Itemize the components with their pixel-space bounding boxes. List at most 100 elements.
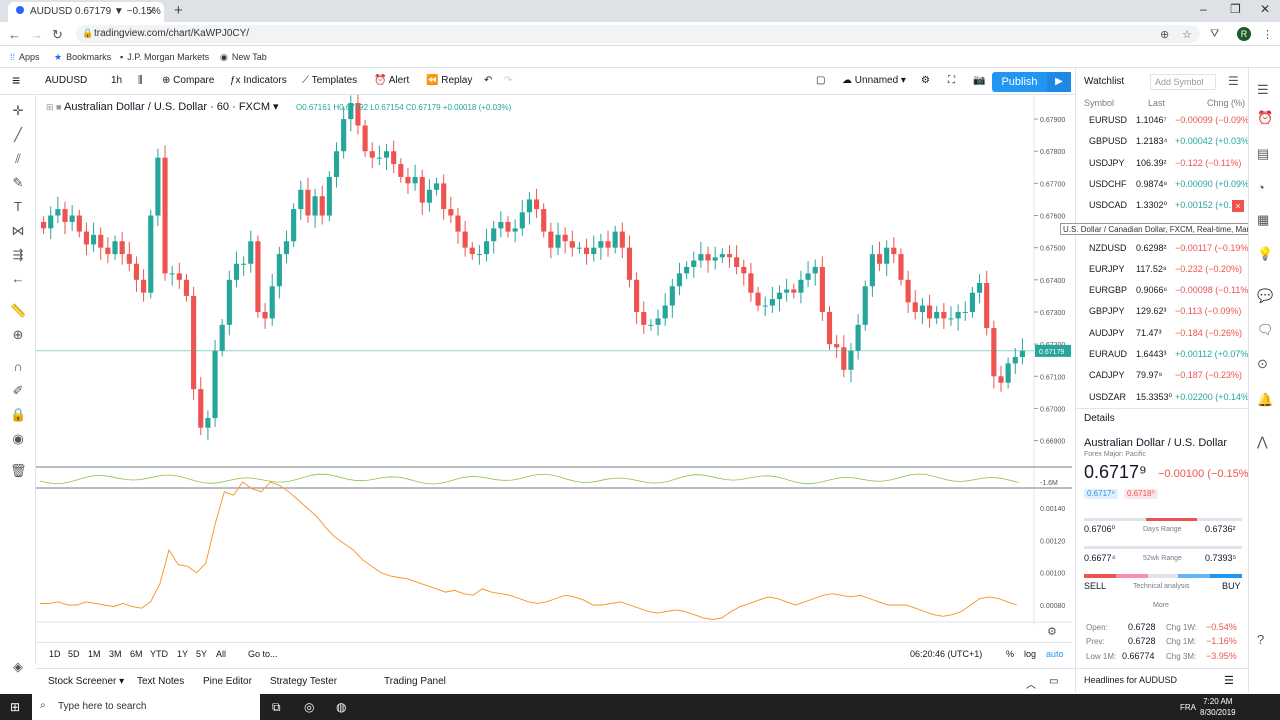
watchlist-row[interactable]: CADJPY 79.97⁹ −0.187 (−0.23%) bbox=[1076, 365, 1246, 386]
order-panel-icon[interactable]: ⋀ bbox=[1257, 434, 1268, 449]
watchlist-icon[interactable]: ☰ bbox=[1257, 82, 1269, 97]
more-button[interactable]: More bbox=[1153, 602, 1169, 609]
publish-button[interactable]: Publish bbox=[992, 72, 1047, 92]
watchlist-row[interactable]: GBPUSD 1.2183⁴ +0.00042 (+0.03%) bbox=[1076, 131, 1252, 152]
chats-icon[interactable]: 💬 bbox=[1257, 288, 1274, 303]
lock-drawings-icon[interactable]: 🔒 bbox=[10, 407, 27, 422]
technical-analysis-label[interactable]: Technical analysis bbox=[1133, 583, 1190, 590]
hamburger-menu-icon[interactable]: ≡ bbox=[12, 72, 21, 88]
add-symbol-input[interactable]: Add Symbol bbox=[1150, 74, 1216, 90]
layout-select[interactable]: ☁ Unnamed ▾ bbox=[842, 75, 906, 86]
calendar-icon[interactable]: ▦ bbox=[1257, 212, 1270, 227]
tf-5y[interactable]: 5Y bbox=[196, 649, 208, 659]
camera-snapshot-icon[interactable]: 📷 bbox=[973, 75, 986, 86]
tab-trading-panel[interactable]: Trading Panel bbox=[384, 676, 446, 687]
log-toggle[interactable]: log bbox=[1024, 649, 1037, 659]
fullscreen-icon[interactable]: ⛶ bbox=[948, 75, 955, 86]
layers-icon[interactable]: ◈ bbox=[13, 659, 23, 674]
watchlist-row[interactable]: USDJPY 106.39² −0.122 (−0.11%) bbox=[1076, 153, 1246, 174]
watchlist-row[interactable]: AUDJPY 71.47³ −0.184 (−0.26%) bbox=[1076, 323, 1246, 344]
auto-toggle[interactable]: auto bbox=[1046, 649, 1064, 659]
taskbar-search[interactable]: ⌕ Type here to search bbox=[32, 694, 260, 720]
headlines-bar[interactable]: Headlines for AUDUSD ☰ bbox=[1076, 668, 1248, 692]
reload-icon[interactable]: ↻ bbox=[52, 27, 63, 42]
notifications-bell-icon[interactable]: 🔔 bbox=[1257, 392, 1274, 407]
watchlist-row[interactable]: GBPJPY 129.62³ −0.113 (−0.09%) bbox=[1076, 301, 1246, 322]
undo-icon[interactable]: ↶ bbox=[484, 75, 493, 86]
col-last[interactable]: Last bbox=[1148, 98, 1166, 108]
indicators-button[interactable]: ƒx Indicators bbox=[230, 75, 287, 86]
forward-icon[interactable]: → bbox=[30, 27, 43, 42]
headlines-menu-icon[interactable]: ☰ bbox=[1224, 675, 1234, 687]
watchlist-row[interactable]: EURUSD 1.1046⁷ −0.00099 (−0.09%) bbox=[1076, 110, 1252, 131]
trendline-icon[interactable]: ╱ bbox=[14, 127, 22, 142]
lock-icon[interactable]: 🔒 bbox=[82, 28, 94, 38]
clock-time[interactable]: 06:20:46 (UTC+1) bbox=[910, 649, 983, 659]
chart-type-icon[interactable]: ⫼ bbox=[138, 75, 143, 86]
interval-select[interactable]: 1h bbox=[111, 75, 123, 86]
tf-all[interactable]: All bbox=[216, 649, 227, 659]
compare-button[interactable]: ⊕ Compare bbox=[162, 75, 215, 86]
collapse-panel-icon[interactable]: ︿ bbox=[1026, 680, 1036, 691]
chart-settings-icon[interactable]: ⚙ bbox=[1047, 626, 1057, 638]
close-window-icon[interactable]: ✕ bbox=[1260, 2, 1271, 16]
minimize-icon[interactable]: – bbox=[1200, 2, 1207, 16]
tf-1d[interactable]: 1D bbox=[49, 649, 61, 659]
crosshair-icon[interactable]: ✛ bbox=[12, 103, 24, 118]
browser-tab[interactable]: AUDUSD 0.67179 ▼ −0.15% Unnamed bbox=[8, 2, 164, 22]
watchlist-menu-icon[interactable]: ☰ bbox=[1228, 74, 1239, 88]
watchlist-row[interactable]: USDCAD 1.3302⁰ +0.00152 (+0.1 bbox=[1076, 195, 1246, 216]
watchlist-row[interactable]: EURAUD 1.6443³ +0.00112 (+0.07%) bbox=[1076, 344, 1251, 365]
symbol-search[interactable]: AUDUSD bbox=[45, 75, 88, 86]
taskbar-clock[interactable]: 7:20 AM 8/30/2019 bbox=[1200, 697, 1236, 717]
watchlist-row[interactable]: USDCHF 0.9874⁸ +0.00090 (+0.09%) bbox=[1076, 174, 1252, 195]
chrome-icon[interactable]: ◎ bbox=[304, 700, 315, 714]
tab-stock-screener[interactable]: Stock Screener ▾ bbox=[48, 676, 125, 687]
redo-icon[interactable]: ↷ bbox=[504, 75, 513, 86]
brush-icon[interactable]: ✎ bbox=[12, 175, 24, 190]
pencil-lock-icon[interactable]: ✐ bbox=[12, 383, 24, 398]
percent-toggle[interactable]: % bbox=[1006, 649, 1015, 659]
language-indicator[interactable]: FRA bbox=[1180, 703, 1196, 712]
streams-icon[interactable]: ⊙ bbox=[1257, 356, 1268, 371]
tab-strategy-tester[interactable]: Strategy Tester bbox=[270, 676, 338, 687]
bookmark-bookmarks[interactable]: ★ Bookmarks bbox=[54, 52, 112, 62]
col-symbol[interactable]: Symbol bbox=[1084, 98, 1115, 108]
hotlist-icon[interactable]: ◔ bbox=[1257, 180, 1265, 195]
fullscreen-select-icon[interactable]: ▢ bbox=[816, 75, 826, 86]
alert-button[interactable]: ⏰ Alert bbox=[374, 75, 410, 86]
tf-6m[interactable]: 6M bbox=[130, 649, 143, 659]
collapse-legend-icon[interactable]: ⊞ ■ bbox=[46, 102, 64, 112]
extension-icon[interactable]: ⛛ bbox=[1210, 28, 1220, 40]
text-tool-icon[interactable]: T bbox=[14, 199, 22, 214]
back-icon[interactable]: ← bbox=[8, 27, 21, 42]
publish-play-icon[interactable]: ▶ bbox=[1047, 72, 1071, 92]
templates-button[interactable]: ⟋ Templates bbox=[302, 75, 358, 86]
watchlist-row[interactable]: EURJPY 117.52⁸ −0.232 (−0.20%) bbox=[1076, 259, 1246, 280]
back-arrow-icon[interactable]: ← bbox=[11, 271, 25, 286]
details-header[interactable]: Details bbox=[1084, 413, 1115, 424]
goto-button[interactable]: Go to... bbox=[248, 649, 278, 659]
watchlist-row[interactable]: USDZAR 15.3353⁰ +0.02200 (+0.14%) bbox=[1076, 387, 1252, 408]
prediction-icon[interactable]: ⇶ bbox=[12, 247, 24, 262]
browser-menu-icon[interactable]: ⋮ bbox=[1262, 29, 1273, 41]
zoom-icon[interactable]: ⊕ bbox=[12, 327, 24, 342]
tab-text-notes[interactable]: Text Notes bbox=[137, 676, 185, 687]
location-icon[interactable]: ⊕ bbox=[1160, 29, 1170, 41]
url-field[interactable]: tradingview.com/chart/KaWPJ0CY/ bbox=[76, 25, 1200, 43]
tf-ytd[interactable]: YTD bbox=[150, 649, 168, 659]
replay-button[interactable]: ⏪ Replay bbox=[426, 75, 473, 86]
ruler-icon[interactable]: 📏 bbox=[10, 303, 27, 318]
ideas-bulb-icon[interactable]: 💡 bbox=[1257, 246, 1274, 261]
tab-pine-editor[interactable]: Pine Editor bbox=[203, 676, 252, 687]
app-icon[interactable]: ◍ bbox=[336, 700, 347, 714]
col-chg[interactable]: Chng (%) bbox=[1207, 98, 1246, 108]
bookmark-jpmorgan[interactable]: ▪ J.P. Morgan Markets bbox=[120, 52, 210, 62]
watchlist-row[interactable]: EURGBP 0.9066⁶ −0.00098 (−0.11%) bbox=[1076, 280, 1251, 301]
task-view-icon[interactable]: ⧉ bbox=[272, 700, 281, 714]
profile-avatar[interactable]: R bbox=[1237, 27, 1251, 41]
bookmark-star-icon[interactable]: ☆ bbox=[1182, 29, 1192, 41]
eye-icon[interactable]: ◉ bbox=[12, 431, 24, 446]
bookmark-apps[interactable]: ⁞⁞ Apps bbox=[10, 52, 40, 62]
help-icon[interactable]: ? bbox=[1257, 632, 1265, 647]
